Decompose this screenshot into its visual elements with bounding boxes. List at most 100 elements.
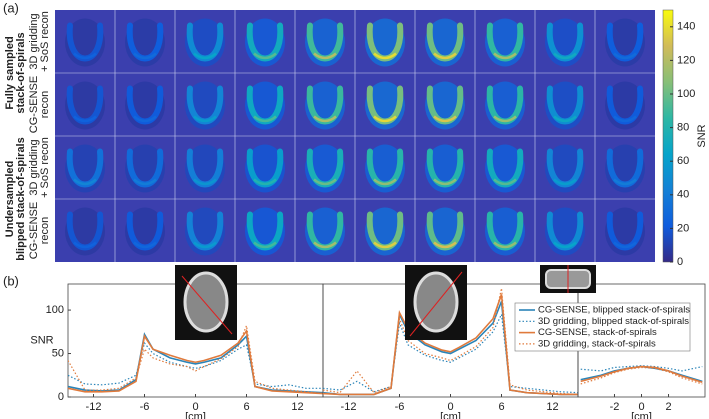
colorbar-tick-label: 60 <box>677 155 689 167</box>
legend-label: 3D gridding, blipped stack-of-spirals <box>538 316 689 327</box>
y-axis-label: SNR <box>30 334 53 346</box>
image-cell-peak <box>73 241 97 249</box>
x-tick-label: -6 <box>395 401 405 413</box>
image-cell-peak <box>493 178 517 186</box>
image-cell-peak <box>193 241 217 249</box>
x-tick-label: -12 <box>341 401 357 413</box>
image-cell-peak <box>313 52 337 60</box>
row-label: CG-SENSE <box>28 202 40 259</box>
group-label: stack-of-spirals <box>15 32 27 113</box>
image-cell-peak <box>193 115 217 123</box>
image-cell-peak <box>373 241 397 249</box>
series-line <box>580 365 703 383</box>
row-label: 3D gridding <box>28 139 40 195</box>
colorbar-tick-label: 100 <box>677 88 695 100</box>
image-cell-peak <box>493 241 517 249</box>
row-label: recon <box>39 91 51 119</box>
inset-image <box>405 265 467 340</box>
image-cell-peak <box>133 241 157 249</box>
image-cell-peak <box>253 115 277 123</box>
x-tick-label: 2 <box>665 401 671 413</box>
x-tick-label: -12 <box>86 401 102 413</box>
colorbar-tick-label: 120 <box>677 54 695 66</box>
colorbar-tick-label: 140 <box>677 21 695 33</box>
image-cell-peak <box>253 241 277 249</box>
series-line <box>323 312 578 394</box>
x-tick-label: 0 <box>638 401 644 413</box>
series-line <box>580 366 703 385</box>
image-cell-peak <box>253 178 277 186</box>
inset-image <box>540 265 596 293</box>
series-line <box>68 328 323 395</box>
colorbar-tick-label: 0 <box>677 256 683 268</box>
x-axis-label: [cm] <box>185 411 206 419</box>
legend-label: CG-SENSE, stack-of-spirals <box>538 327 657 338</box>
colorbar-tick-label: 20 <box>677 222 689 234</box>
x-axis-label: [cm] <box>440 411 461 419</box>
x-tick-label: 0 <box>192 401 198 413</box>
image-cell-peak <box>73 52 97 60</box>
x-axis-label: [cm] <box>631 411 652 419</box>
panel-label: (a) <box>3 0 19 15</box>
series-line <box>68 341 323 389</box>
image-cell-peak <box>313 241 337 249</box>
series-line <box>580 365 703 383</box>
colorbar-tick-label: 40 <box>677 189 689 201</box>
x-tick-label: 6 <box>243 401 249 413</box>
series-line <box>580 365 703 372</box>
image-cell-peak <box>133 115 157 123</box>
x-tick-label: 0 <box>447 401 453 413</box>
image-cell-peak <box>433 52 457 60</box>
image-cell-peak <box>433 178 457 186</box>
image-cell-peak <box>553 52 577 60</box>
x-tick-label: -6 <box>140 401 150 413</box>
image-cell-peak <box>73 115 97 123</box>
group-label: Undersampled <box>4 161 16 237</box>
row-label: 3D gridding <box>28 13 40 69</box>
colorbar-tick-label: 80 <box>677 122 689 134</box>
image-cell-peak <box>613 52 637 60</box>
image-cell-peak <box>613 115 637 123</box>
x-tick-label: 12 <box>291 401 303 413</box>
row-label: CG-SENSE <box>28 76 40 133</box>
series-line <box>68 332 323 394</box>
legend-box <box>514 302 691 352</box>
image-cell-peak <box>553 115 577 123</box>
image-cell-peak <box>253 52 277 60</box>
image-cell-peak <box>73 178 97 186</box>
image-cell-peak <box>313 115 337 123</box>
panel-label: (b) <box>3 273 19 288</box>
row-label: + SoS recon <box>39 137 51 198</box>
image-cell-peak <box>613 178 637 186</box>
image-cell-peak <box>373 52 397 60</box>
inset-image <box>175 265 237 340</box>
image-cell-peak <box>193 178 217 186</box>
colorbar-label: SNR <box>696 124 708 147</box>
image-cell-peak <box>433 241 457 249</box>
image-cell-peak <box>433 115 457 123</box>
legend-label: CG-SENSE, blipped stack-of-spirals <box>538 305 690 316</box>
image-cell-peak <box>193 52 217 60</box>
series-line <box>68 323 323 395</box>
colorbar <box>662 9 674 263</box>
group-label: blipped stack-of-spirals <box>15 137 27 260</box>
image-cell-peak <box>553 178 577 186</box>
image-cell-peak <box>373 178 397 186</box>
legend-label: 3D gridding, stack-of-spirals <box>538 338 656 349</box>
image-cell-peak <box>493 52 517 60</box>
series-line <box>323 294 578 396</box>
image-cell-peak <box>553 241 577 249</box>
x-tick-label: -2 <box>610 401 620 413</box>
image-cell-peak <box>133 52 157 60</box>
image-cell-peak <box>493 115 517 123</box>
row-label: recon <box>39 217 51 245</box>
group-label: Fully sampled <box>4 36 16 109</box>
x-tick-label: 6 <box>498 401 504 413</box>
image-cell-peak <box>313 178 337 186</box>
y-tick-label: 50 <box>52 347 64 359</box>
image-cell-peak <box>613 241 637 249</box>
y-tick-label: 100 <box>46 304 64 316</box>
row-label: + SoS recon <box>39 11 51 72</box>
y-tick-label: 0 <box>58 391 64 403</box>
